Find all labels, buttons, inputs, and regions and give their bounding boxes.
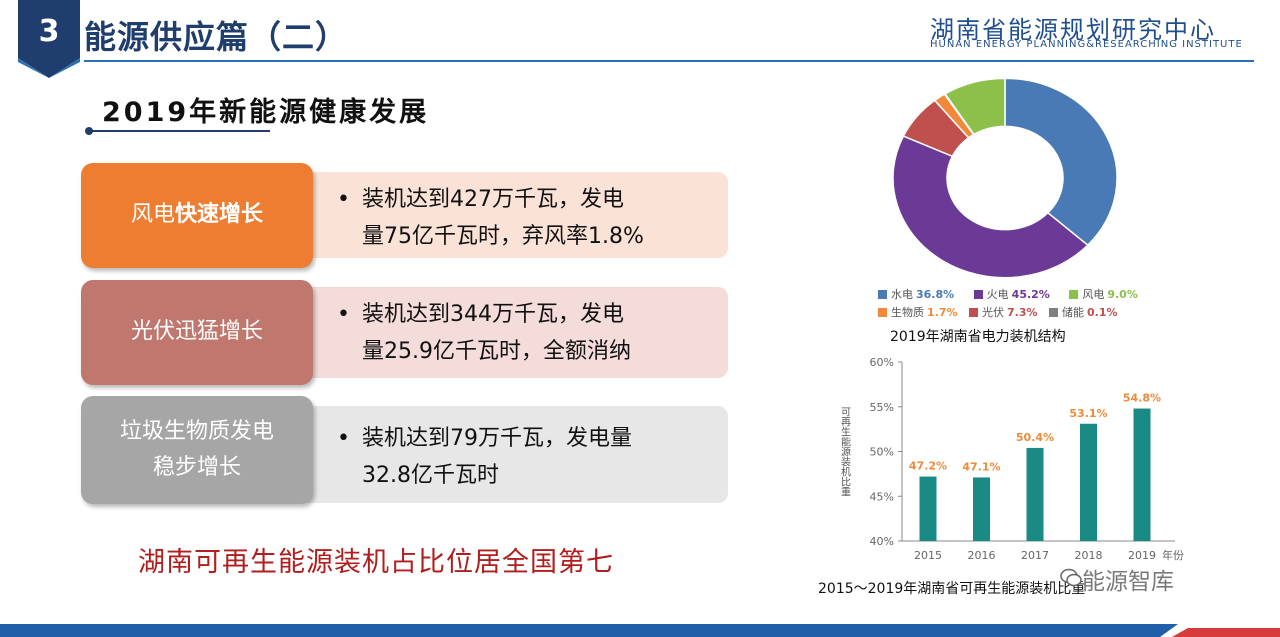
bar-data-label: 47.1% (962, 460, 1000, 473)
bar (1080, 423, 1097, 541)
bullet: • (337, 302, 350, 327)
legend-swatch (973, 290, 983, 299)
row-biomass-line1: 装机达到79万千瓦，发电量 (362, 426, 632, 451)
x-tick-label: 2019 (1128, 549, 1156, 562)
legend-label: 储能 (1062, 306, 1085, 319)
donut-slice (1004, 78, 1118, 247)
page-title: 能源供应篇（二） (84, 18, 349, 56)
bar (1133, 408, 1151, 541)
row-wind-label-emph: 快速增长 (175, 202, 264, 228)
org-name-en: HUNAN ENERGY PLANNING&RESEARCHING INSTIT… (930, 39, 1243, 50)
subtitle-underline (92, 130, 270, 132)
legend-swatch (969, 308, 979, 317)
row-biomass-text: • 装机达到79万千瓦，发电量 32.8亿千瓦时 (337, 420, 632, 494)
legend-label: 水电 (891, 288, 913, 301)
row-biomass-text-box (300, 406, 728, 503)
row-biomass-label-line1: 垃圾生物质发电 (119, 418, 274, 444)
row-wind-label-prefix: 风电 (130, 202, 175, 228)
row-wind-text-box (300, 172, 728, 258)
bar-chart-caption: 2015～2019年湖南省可再生能源装机比重 (818, 581, 1086, 597)
row-solar-line1: 装机达到344万千瓦，发电 (362, 302, 624, 327)
x-tick-label: 2018 (1075, 549, 1103, 562)
legend-label: 火电 (986, 288, 1009, 301)
legend-item-biomass: 生物质 1.7% (878, 306, 958, 319)
bullet: • (337, 187, 350, 212)
row-solar-line2: 量25.9亿千瓦时，全额消纳 (362, 339, 631, 364)
row-biomass-line2: 32.8亿千瓦时 (362, 463, 499, 488)
x-tick-label: 2016 (968, 549, 996, 562)
legend-item-thermal: 火电 45.2% (973, 288, 1050, 301)
bar-data-label: 47.2% (909, 460, 947, 473)
header-divider (84, 60, 1254, 62)
row-solar-label-text: 光伏迅猛增长 (130, 319, 263, 345)
row-biomass-label-line2: 稳步增长 (152, 455, 241, 480)
x-axis-title: 年份 (1162, 548, 1184, 562)
row-solar-text: • 装机达到344万千瓦，发电 量25.9亿千瓦时，全额消纳 (337, 296, 631, 370)
row-solar-text-box (300, 287, 728, 378)
y-tick-label: 50% (870, 446, 894, 459)
bullet: • (337, 426, 350, 451)
section-badge (18, 0, 80, 78)
legend-swatch (878, 290, 887, 299)
section-number: 3 (38, 14, 60, 49)
installed-capacity-donut-chart (892, 78, 1118, 278)
watermark: 能源智库 (1082, 569, 1174, 595)
bar (1026, 447, 1044, 541)
row-biomass-label: 垃圾生物质发电 稳步增长 (81, 396, 313, 504)
bar-data-label: 54.8% (1123, 392, 1161, 405)
bar-data-label: 53.1% (1069, 407, 1107, 420)
legend-pct: 1.7% (927, 306, 958, 319)
y-tick-label: 55% (870, 401, 894, 414)
section-subtitle: 2019年新能源健康发展 (102, 97, 430, 128)
wechat-icon (1060, 568, 1082, 587)
donut-legend-row2: 生物质 1.7% 光伏 7.3% 储能 0.1% (878, 304, 1118, 320)
y-axis-title: 可再生能源装机比重 (839, 407, 851, 497)
legend-swatch (1049, 308, 1059, 317)
conclusion-text: 湖南可再生能源装机占比位居全国第七 (138, 547, 614, 578)
legend-item-storage: 储能 0.1% (1049, 306, 1118, 319)
legend-item-solar: 光伏 7.3% (969, 306, 1038, 319)
donut-slice (943, 78, 1006, 136)
donut-caption: 2019年湖南省电力装机结构 (890, 329, 1066, 345)
row-wind-line1: 装机达到427万千瓦，发电 (362, 187, 624, 212)
legend-pct: 9.0% (1107, 288, 1138, 301)
donut-slice (892, 135, 1089, 278)
row-wind-line2: 量75亿千瓦时，弃风率1.8% (362, 224, 644, 249)
bar (973, 477, 990, 541)
y-tick-label: 40% (870, 535, 894, 548)
legend-pct: 0.1% (1087, 306, 1118, 319)
row-wind-label: 风电快速增长 (81, 163, 313, 268)
legend-label: 生物质 (891, 306, 924, 319)
legend-swatch (1069, 290, 1079, 299)
bar-data-label: 50.4% (1016, 431, 1054, 444)
legend-pct: 36.8% (916, 288, 955, 301)
footer-accent (1160, 624, 1280, 637)
legend-pct: 45.2% (1011, 288, 1050, 301)
org-name-cn: 湖南省能源规划研究中心 (930, 16, 1216, 44)
subtitle-dot (85, 127, 93, 135)
row-solar-label: 光伏迅猛增长 (81, 280, 313, 385)
row-wind-text: • 装机达到427万千瓦，发电 量75亿千瓦时，弃风率1.8% (337, 181, 644, 255)
y-tick-label: 45% (870, 490, 894, 503)
x-tick-label: 2017 (1021, 549, 1049, 562)
legend-item-hydro: 水电 36.8% (878, 288, 954, 301)
renewable-share-bar-chart: 可再生能源装机比重 40% 45% 50% 55% 60% 47.2% 2015 47.1% 20… (839, 356, 1185, 562)
y-tick-label: 60% (870, 356, 894, 369)
legend-swatch (878, 308, 887, 317)
bar (919, 476, 937, 541)
legend-label: 风电 (1082, 288, 1105, 301)
legend-item-wind: 风电 9.0% (1069, 288, 1138, 301)
x-tick-label: 2015 (914, 549, 942, 562)
donut-legend-row1: 水电 36.8% 火电 45.2% 风电 9.0% (878, 286, 1138, 302)
footer-bar (0, 624, 1280, 637)
legend-label: 光伏 (982, 306, 1005, 319)
legend-pct: 7.3% (1007, 306, 1038, 319)
